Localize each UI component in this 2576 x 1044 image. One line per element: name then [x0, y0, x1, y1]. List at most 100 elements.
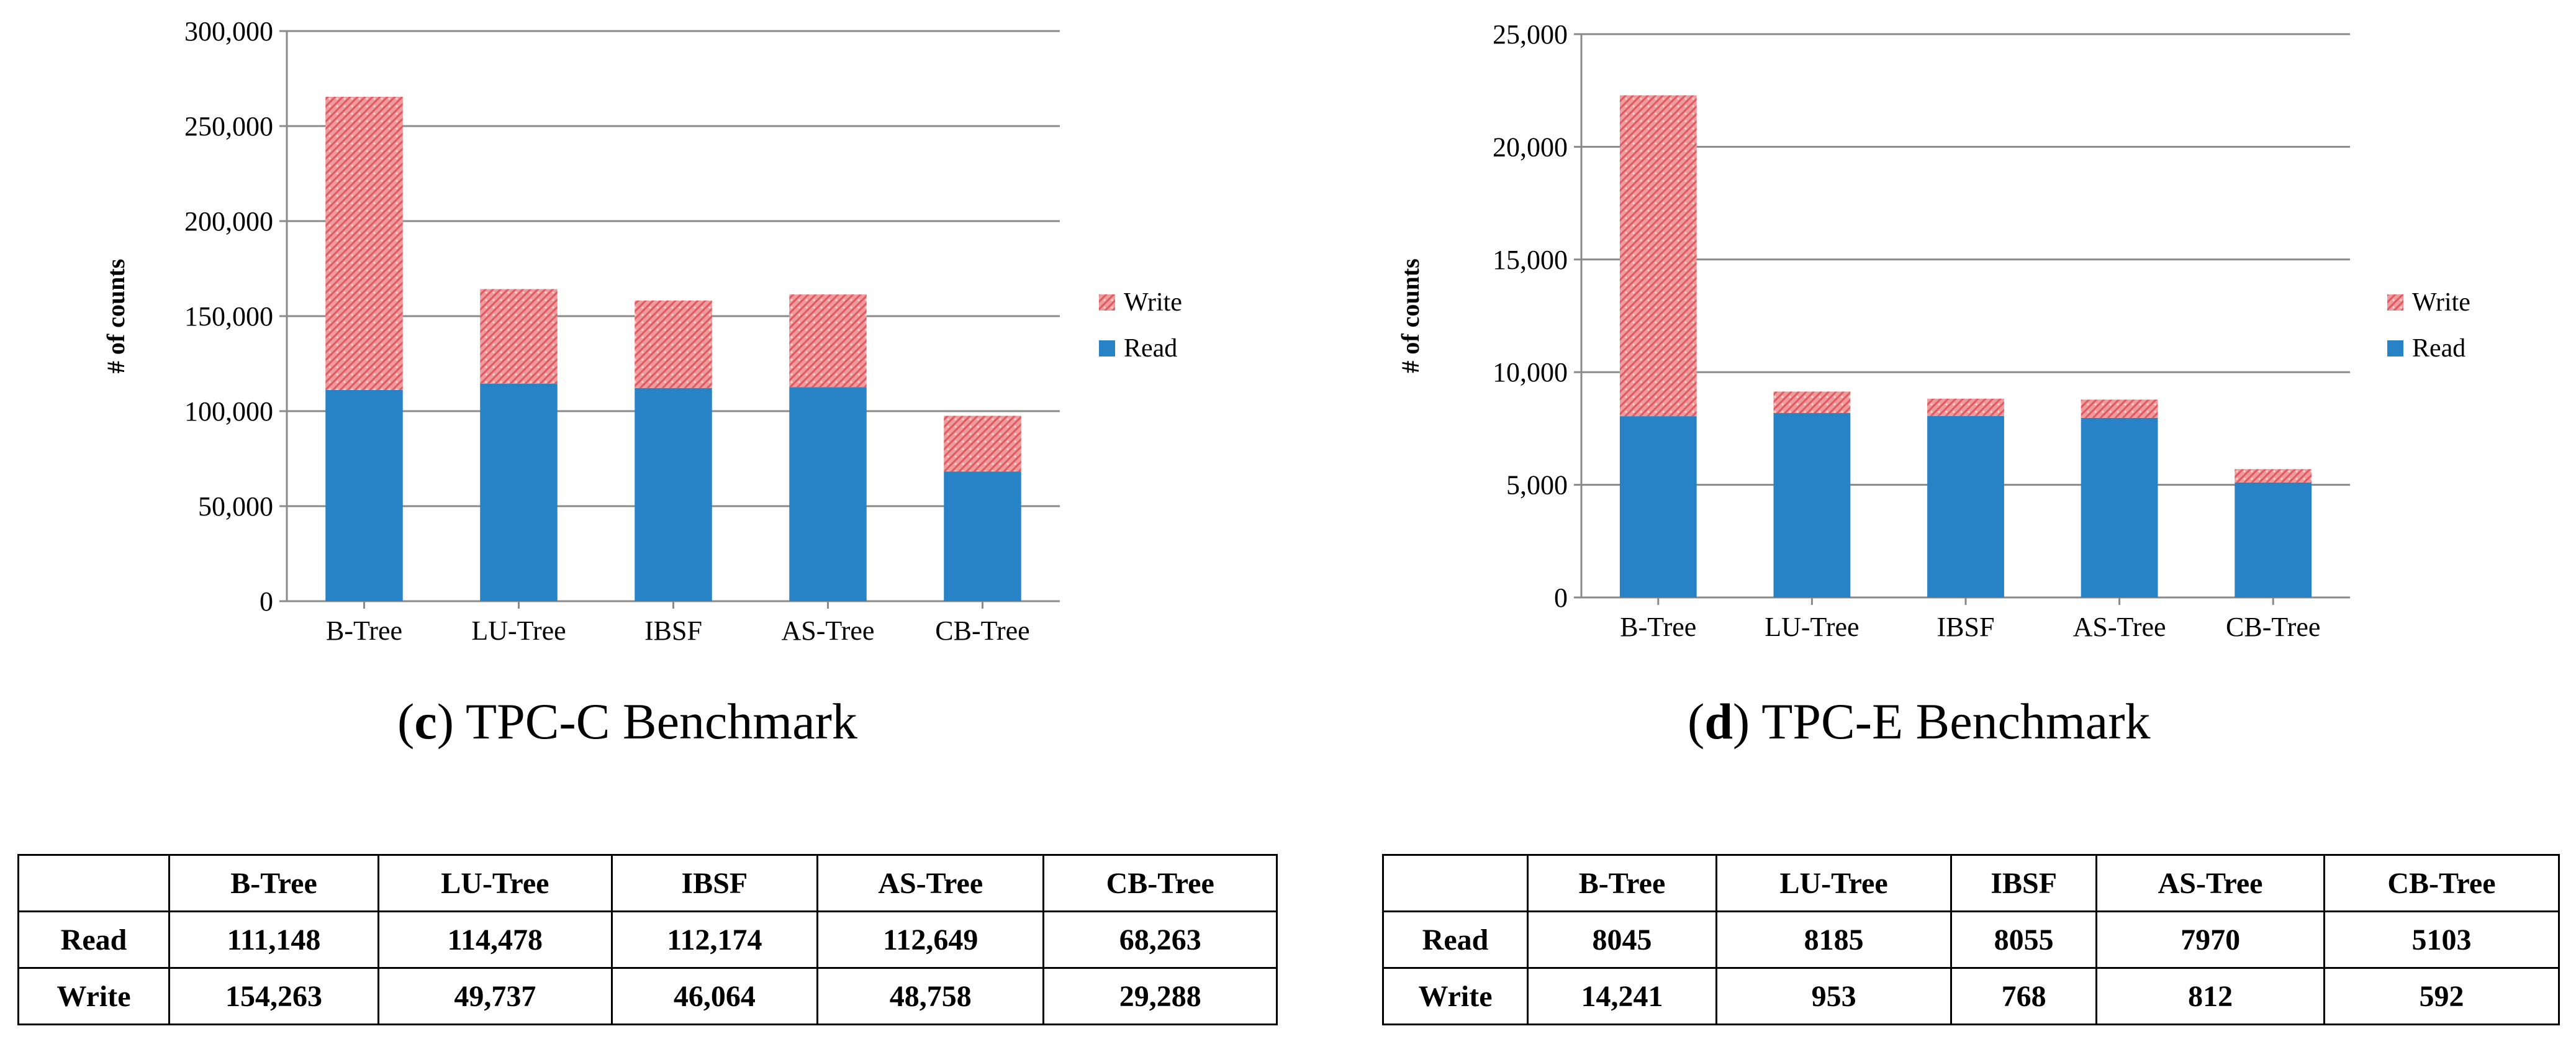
y-tick-label: 15,000	[1493, 245, 1568, 275]
tpc-c-table: B-Tree LU-Tree IBSF AS-Tree CB-Tree Read 111,1…	[17, 854, 1278, 1025]
bar-write-ibsf	[1927, 398, 2004, 416]
table-cell: 111,148	[168, 910, 380, 969]
tpc-c-chart: 0 50,000 100,000 150,000 200,000 250,000 300,0…	[102, 16, 1182, 646]
table-row: Read 8045 8185 8055 7970 5103	[1382, 910, 2560, 969]
bar-write-b-tree	[1619, 95, 1697, 417]
table-cell: 7970	[2095, 910, 2325, 969]
legend-label-read: Read	[2412, 334, 2465, 363]
y-tick-label: 150,000	[184, 301, 273, 332]
y-tick-label: 0	[260, 586, 273, 617]
table-cell: 8045	[1526, 910, 1718, 969]
table-cell: 46,064	[610, 967, 819, 1025]
legend-label-write: Write	[1124, 288, 1182, 317]
legend-label-read: Read	[1124, 334, 1177, 363]
x-tick-label: B-Tree	[1620, 612, 1696, 642]
bar-write-cb-tree	[2235, 469, 2312, 483]
table-header-cell: B-Tree	[1526, 854, 1718, 912]
caption-tpc-c: (c) TPC-C Benchmark	[397, 693, 857, 750]
table-header-cell: IBSF	[610, 854, 819, 912]
bar-read-as-tree	[2081, 417, 2158, 597]
x-tick-label: IBSF	[1937, 612, 1995, 642]
y-tick-label: 100,000	[184, 396, 273, 427]
bar-write-lu-tree	[480, 289, 558, 384]
bar-read-cb-tree	[2235, 482, 2312, 597]
bar-write-as-tree	[789, 294, 867, 388]
table-cell: 14,241	[1526, 967, 1718, 1025]
x-tick-label: B-Tree	[326, 615, 402, 646]
x-tick-label: LU-Tree	[471, 615, 566, 646]
table-cell: 812	[2095, 967, 2325, 1025]
y-axis-label: # of counts	[102, 259, 130, 373]
table-header-cell: B-Tree	[168, 854, 380, 912]
bar-read-lu-tree	[1773, 413, 1851, 597]
bar-write-lu-tree	[1773, 391, 1851, 414]
caption-text: TPC-C Benchmark	[466, 693, 857, 750]
table-row-label: Write	[1382, 967, 1529, 1025]
table-header-cell: IBSF	[1950, 854, 2098, 912]
y-tick-label: 20,000	[1493, 132, 1568, 162]
bar-read-b-tree	[1619, 416, 1697, 597]
table-cell: 29,288	[1042, 967, 1278, 1025]
bar-write-cb-tree	[944, 415, 1021, 472]
table-cell: 49,737	[377, 967, 613, 1025]
table-cell: 114,478	[377, 910, 613, 969]
table-header-cell: LU-Tree	[377, 854, 613, 912]
y-tick-label: 250,000	[184, 111, 273, 142]
table-row-label: Read	[17, 910, 170, 969]
table-cell: 953	[1715, 967, 1953, 1025]
legend-label-write: Write	[2412, 288, 2470, 317]
x-tick-label: CB-Tree	[2226, 612, 2320, 642]
x-tick-label: LU-Tree	[1765, 612, 1859, 642]
x-tick-label: AS-Tree	[782, 615, 875, 646]
table-header-cell: AS-Tree	[2095, 854, 2325, 912]
caption-letter: d	[1704, 693, 1733, 750]
table-row: Write 14,241 953 768 812 592	[1382, 967, 2560, 1025]
bar-write-as-tree	[2081, 399, 2158, 418]
table-row: Read 111,148 114,478 112,174 112,649 68,263	[17, 910, 1278, 969]
table-cell: 112,649	[816, 910, 1045, 969]
y-tick-label: 300,000	[184, 16, 273, 47]
y-tick-label: 10,000	[1493, 357, 1568, 388]
table-cell: 592	[2323, 967, 2560, 1025]
table-row-label: Read	[1382, 910, 1529, 969]
y-tick-label: 200,000	[184, 206, 273, 237]
table-cell: 8055	[1950, 910, 2098, 969]
x-tick-label: CB-Tree	[935, 615, 1029, 646]
bar-read-ibsf	[635, 388, 712, 601]
table-header-cell: CB-Tree	[1042, 854, 1278, 912]
table-header-cell: LU-Tree	[1715, 854, 1953, 912]
table-header-cell	[1382, 854, 1529, 912]
bar-read-cb-tree	[944, 471, 1021, 601]
table-cell: 8185	[1715, 910, 1953, 969]
table-cell: 112,174	[610, 910, 819, 969]
bar-read-lu-tree	[480, 383, 558, 601]
y-tick-label: 50,000	[198, 491, 273, 522]
caption-letter: c	[414, 693, 437, 750]
bar-read-b-tree	[325, 389, 403, 601]
bar-read-as-tree	[789, 387, 867, 601]
bar-write-ibsf	[635, 300, 712, 388]
legend-swatch-write	[2387, 294, 2403, 311]
legend-swatch-write	[1099, 294, 1115, 311]
caption-text: TPC-E Benchmark	[1761, 693, 2151, 750]
table-row-label: Write	[17, 967, 170, 1025]
tpc-e-chart: 0 5,000 10,000 15,000 20,000 25,000 # of count…	[1396, 19, 2470, 642]
table-header-row: B-Tree LU-Tree IBSF AS-Tree CB-Tree	[17, 854, 1278, 912]
y-tick-label: 0	[1554, 583, 1568, 613]
table-cell: 154,263	[168, 967, 380, 1025]
legend-swatch-read	[2387, 340, 2403, 356]
table-header-cell	[17, 854, 170, 912]
bar-write-b-tree	[325, 96, 403, 390]
tpc-e-table: B-Tree LU-Tree IBSF AS-Tree CB-Tree Read 8045 8…	[1382, 854, 2560, 1025]
table-header-cell: CB-Tree	[2323, 854, 2560, 912]
x-tick-label: AS-Tree	[2073, 612, 2166, 642]
y-tick-label: 5,000	[1506, 470, 1568, 501]
table-cell: 768	[1950, 967, 2098, 1025]
x-tick-label: IBSF	[644, 615, 702, 646]
y-tick-label: 25,000	[1493, 19, 1568, 50]
table-cell: 68,263	[1042, 910, 1278, 969]
bar-read-ibsf	[1927, 415, 2004, 597]
table-cell: 48,758	[816, 967, 1045, 1025]
table-row: Write 154,263 49,737 46,064 48,758 29,288	[17, 967, 1278, 1025]
